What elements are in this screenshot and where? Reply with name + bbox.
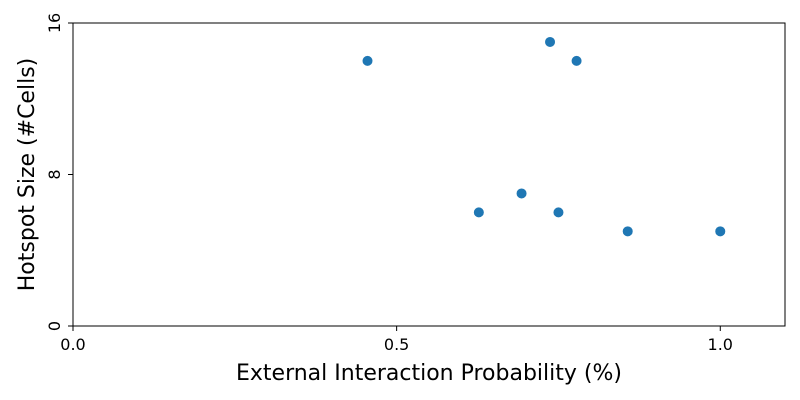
x-tick-label: 0.5 bbox=[384, 335, 409, 354]
y-axis-label: Hotspot Size (#Cells) bbox=[15, 58, 40, 291]
data-points bbox=[362, 36, 726, 237]
y-tick-label: 0 bbox=[45, 321, 64, 331]
data-point bbox=[362, 55, 373, 66]
plot-area-frame bbox=[72, 22, 786, 327]
data-point bbox=[553, 207, 564, 218]
y-tick-label: 8 bbox=[45, 169, 64, 179]
axis-ticks: 0.0 0.5 1.0 0 8 16 bbox=[45, 13, 733, 354]
data-point bbox=[622, 226, 633, 237]
data-point bbox=[473, 207, 484, 218]
y-tick-label: 16 bbox=[45, 13, 64, 33]
data-point bbox=[715, 226, 726, 237]
data-point bbox=[516, 188, 527, 199]
data-point bbox=[545, 36, 556, 47]
x-tick-label: 0.0 bbox=[60, 335, 85, 354]
x-axis-label: External Interaction Probability (%) bbox=[236, 361, 622, 386]
data-point bbox=[571, 55, 582, 66]
x-tick-label: 1.0 bbox=[708, 335, 733, 354]
